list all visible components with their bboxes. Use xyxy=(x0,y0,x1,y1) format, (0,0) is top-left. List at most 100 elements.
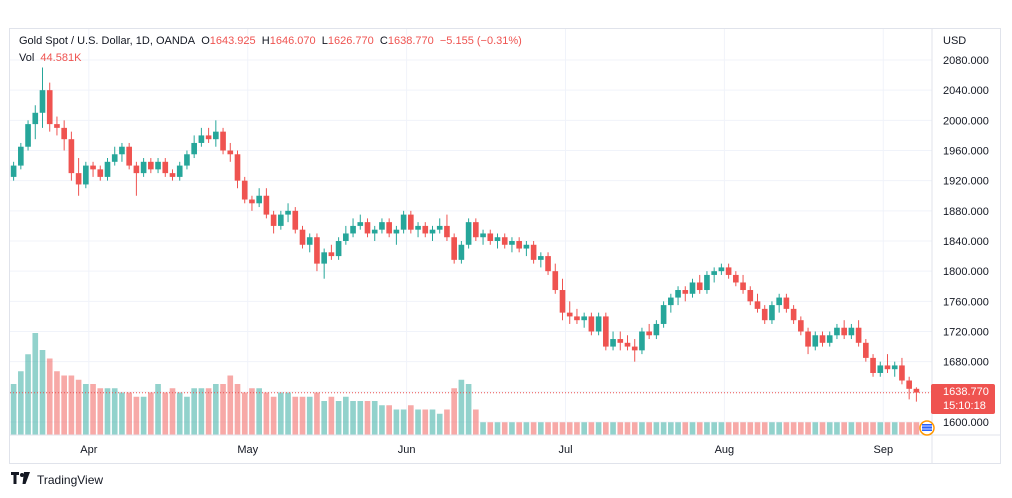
candle xyxy=(198,127,205,147)
candle xyxy=(516,237,522,253)
candle xyxy=(133,161,140,196)
candle xyxy=(798,316,804,336)
candle xyxy=(155,158,161,174)
volume-bar xyxy=(343,396,349,435)
candle-body xyxy=(870,357,876,373)
candle-body xyxy=(790,308,797,321)
volume-bar xyxy=(169,388,176,435)
candle-body xyxy=(668,297,674,306)
candle xyxy=(162,158,169,177)
candle-body xyxy=(631,346,638,351)
candle xyxy=(176,161,183,181)
candle-body xyxy=(10,165,17,177)
candle xyxy=(328,244,335,260)
candle xyxy=(408,210,414,234)
candle-body xyxy=(624,342,631,347)
volume-bar xyxy=(595,422,602,435)
candle-body xyxy=(761,308,768,321)
volume-bar xyxy=(126,392,132,435)
candle xyxy=(292,207,299,234)
candle xyxy=(473,218,479,241)
volume-bar xyxy=(891,422,898,435)
brand-name[interactable]: TradingView xyxy=(37,472,104,487)
candle-body xyxy=(718,267,725,272)
candle xyxy=(335,237,342,260)
volume-bar xyxy=(234,384,241,435)
candle-body xyxy=(877,365,884,373)
candle-body xyxy=(855,327,862,343)
volume-bar xyxy=(819,422,826,435)
price-tick-label: 1800.000 xyxy=(943,266,989,278)
price-axis[interactable]: 2080.000 2040.000 2000.000 1960.000 1920.000… xyxy=(943,55,989,429)
candle-body xyxy=(292,210,299,230)
close-value: 1638.770 xyxy=(387,35,434,47)
candle-body xyxy=(552,271,559,291)
volume-bar xyxy=(46,358,53,435)
candle-body xyxy=(776,297,782,306)
volume-bar xyxy=(769,422,775,435)
candle xyxy=(819,331,826,347)
candle xyxy=(436,218,443,234)
candle xyxy=(256,188,262,208)
candle-body xyxy=(328,252,335,257)
volume-bar xyxy=(826,422,833,435)
candle xyxy=(646,323,652,340)
volume-bar xyxy=(754,422,761,435)
volume-bar xyxy=(552,422,559,435)
candle-body xyxy=(682,290,689,294)
candle xyxy=(458,241,465,264)
low-value: 1626.770 xyxy=(327,35,374,47)
candle-body xyxy=(162,161,169,174)
tradingview-logo-icon[interactable] xyxy=(11,472,31,487)
chart-frame[interactable] xyxy=(9,28,1001,464)
time-tick-label: Jul xyxy=(558,444,572,456)
bar-countdown: 15:10:18 xyxy=(943,400,986,412)
volume-bar xyxy=(653,422,660,435)
candle xyxy=(776,293,782,313)
volume-bar xyxy=(566,422,573,435)
candle-body xyxy=(834,327,840,336)
candle-body xyxy=(306,237,313,245)
candle-body xyxy=(523,244,530,249)
candle-body xyxy=(25,124,31,147)
vol-key[interactable]: Vol xyxy=(19,52,35,64)
candle-body xyxy=(350,225,356,234)
candle xyxy=(321,248,327,279)
candle xyxy=(891,361,898,377)
candle-body xyxy=(140,161,147,174)
candle-body xyxy=(126,146,132,166)
candle-body xyxy=(422,225,429,234)
volume-bar xyxy=(624,422,631,435)
volume-bar xyxy=(848,422,855,435)
volume-bar xyxy=(119,392,125,435)
candle-body xyxy=(465,222,472,245)
candle xyxy=(364,218,371,238)
candle xyxy=(39,67,46,128)
volume-bar xyxy=(776,422,782,435)
candle xyxy=(213,120,219,147)
footer[interactable]: TradingView xyxy=(11,472,103,487)
open-value: 1643.925 xyxy=(209,35,256,47)
candle xyxy=(581,312,587,328)
candle xyxy=(855,320,862,347)
volume-bar xyxy=(913,422,920,435)
volume-bar xyxy=(198,388,205,435)
volume-bar xyxy=(18,371,24,435)
volume-bar xyxy=(740,422,746,435)
candle xyxy=(559,278,566,321)
candle-body xyxy=(704,274,710,291)
candle xyxy=(552,263,559,294)
flag-icon[interactable] xyxy=(919,420,935,436)
ohlc-legend: Gold Spot / U.S. Dollar, 1D, OANDA O1643… xyxy=(19,35,522,47)
volume-bar xyxy=(798,422,804,435)
candle xyxy=(270,210,277,234)
candle xyxy=(119,142,125,162)
volume-bar xyxy=(270,396,277,435)
volume-bar xyxy=(682,422,689,435)
candle xyxy=(711,267,717,283)
candle xyxy=(725,263,732,279)
volume-bar xyxy=(805,422,811,435)
time-axis[interactable]: Apr May Jun Jul Aug Sep xyxy=(80,444,893,456)
symbol-title[interactable]: Gold Spot / U.S. Dollar, 1D, OANDA xyxy=(19,35,196,47)
